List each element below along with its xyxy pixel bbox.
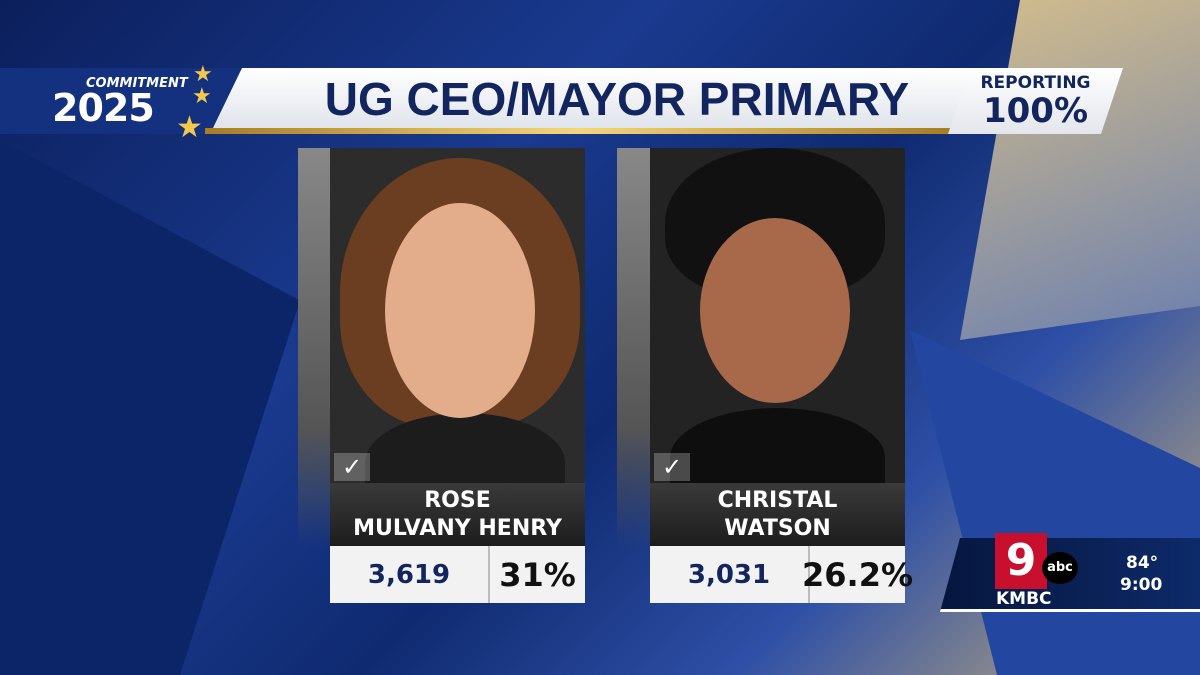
temperature: 84°: [1126, 553, 1159, 573]
background-shard: [910, 330, 1200, 675]
card-strip: [298, 148, 331, 548]
title-banner: UG CEO/MAYOR PRIMARY: [212, 68, 982, 130]
vote-percent: 31%: [490, 546, 585, 603]
gold-divider: [205, 128, 950, 134]
network-logo: abc: [1042, 552, 1078, 584]
clock-time: 9:00: [1120, 575, 1163, 595]
first-name: ROSE: [424, 488, 491, 513]
candidate-name: CHRISTAL WATSON: [650, 483, 905, 546]
checkmark-icon: ✓: [654, 453, 690, 481]
checkmark-icon: ✓: [334, 453, 370, 481]
candidate-name: ROSE MULVANY HENRY: [330, 483, 585, 546]
call-sign: KMBC: [996, 589, 1052, 609]
last-name: WATSON: [724, 516, 831, 541]
candidate-photo: ✓: [650, 148, 905, 483]
vote-count: 3,619: [330, 546, 490, 603]
page-title: UG CEO/MAYOR PRIMARY: [324, 73, 910, 125]
vote-percent: 26.2%: [802, 546, 913, 603]
card-strip: [617, 148, 650, 548]
vote-count: 3,031: [650, 546, 810, 603]
reporting-value: 100%: [982, 91, 1089, 131]
brand-commitment: COMMITMENT: [86, 76, 188, 91]
candidate-photo: ✓: [330, 148, 585, 483]
background-shard: [960, 0, 1200, 340]
background-shard: [0, 140, 300, 675]
first-name: CHRISTAL: [717, 488, 838, 513]
reporting-label: REPORTING: [980, 73, 1091, 93]
reporting-box: REPORTING 100%: [948, 68, 1123, 134]
star-icon: ★: [193, 62, 213, 87]
star-icon: ★: [192, 84, 212, 109]
channel-logo: 9: [995, 533, 1047, 589]
last-name: MULVANY HENRY: [353, 516, 562, 541]
brand-panel: [0, 68, 240, 134]
brand-year: 2025: [52, 86, 155, 130]
star-icon: ★: [176, 110, 203, 145]
